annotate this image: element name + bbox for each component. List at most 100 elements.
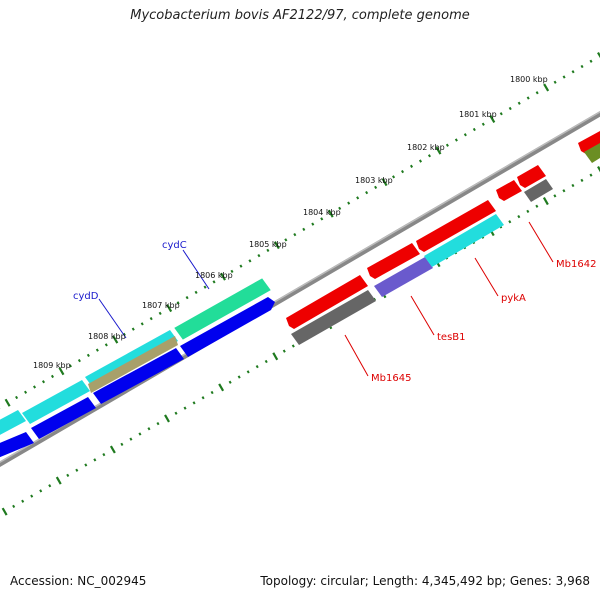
gene-arrow[interactable]: [31, 397, 96, 439]
minor-tick: [517, 214, 521, 219]
minor-tick: [517, 101, 521, 105]
gene-arrow[interactable]: [174, 278, 271, 340]
gene-arrow[interactable]: [524, 179, 553, 202]
minor-tick: [499, 112, 503, 116]
minor-tick: [33, 385, 37, 389]
minor-tick: [311, 222, 315, 226]
major-tick: [597, 51, 600, 59]
minor-tick: [86, 353, 90, 358]
gene-label-cydC[interactable]: cydC: [162, 240, 187, 251]
minor-tick: [427, 154, 431, 158]
major-tick: [109, 445, 116, 454]
minor-tick: [120, 442, 124, 446]
gene-arrow[interactable]: [424, 214, 504, 267]
minor-tick: [481, 122, 485, 126]
gene-arrow[interactable]: [517, 165, 546, 188]
minor-tick: [562, 75, 566, 79]
minor-tick: [320, 217, 324, 221]
minor-tick: [248, 259, 252, 263]
minor-tick: [257, 253, 261, 258]
minor-tick: [535, 91, 539, 95]
minor-tick: [553, 80, 557, 84]
major-tick: [435, 146, 442, 155]
minor-tick: [140, 322, 144, 326]
gene-label-tesB1[interactable]: tesB1: [437, 332, 466, 343]
minor-tick: [104, 343, 108, 347]
major-tick: [543, 83, 550, 92]
minor-tick: [589, 173, 593, 177]
minor-tick: [138, 432, 142, 436]
minor-tick: [210, 390, 214, 395]
minor-tick: [589, 59, 593, 63]
gene-arrow[interactable]: [22, 380, 90, 424]
minor-tick: [147, 427, 151, 431]
minor-tick: [356, 196, 360, 200]
gene-arrow[interactable]: [416, 200, 496, 252]
genome-backbone: [0, 110, 600, 468]
minor-tick: [176, 301, 180, 305]
minor-tick: [50, 374, 54, 379]
gene-arrow[interactable]: [291, 290, 376, 345]
minor-tick: [508, 220, 512, 224]
gene-arrow[interactable]: [93, 348, 184, 404]
scale-label: 1804 kbp: [303, 208, 341, 217]
scale-label: 1800 kbp: [510, 75, 548, 84]
minor-tick: [12, 504, 16, 509]
minor-tick: [392, 175, 396, 179]
minor-tick: [553, 194, 557, 198]
major-tick: [220, 272, 226, 281]
label-connector: [182, 249, 210, 290]
minor-tick: [580, 178, 584, 182]
map-title: Mycobacterium bovis AF2122/97, complete …: [130, 8, 470, 23]
major-tick: [164, 414, 170, 423]
minor-tick: [183, 406, 187, 410]
minor-tick: [562, 189, 566, 193]
gene-arrow[interactable]: [367, 243, 420, 279]
minor-tick: [347, 201, 351, 205]
minor-tick: [338, 206, 342, 210]
gene-arrow[interactable]: [0, 432, 34, 458]
gene-label-cydD[interactable]: cydD: [73, 291, 99, 302]
major-tick: [489, 115, 496, 124]
major-tick: [166, 304, 173, 313]
minor-tick: [237, 375, 241, 379]
gene-label-pykA[interactable]: pykA: [501, 293, 526, 304]
minor-tick: [131, 327, 135, 331]
minor-tick: [75, 468, 79, 472]
major-tick: [381, 178, 388, 187]
scale-label: 1801 kbp: [459, 110, 497, 119]
minor-tick: [571, 183, 575, 188]
gene-label-Mb1642[interactable]: Mb1642: [556, 259, 596, 270]
minor-tick: [203, 285, 207, 289]
minor-tick: [129, 437, 133, 441]
minor-tick: [93, 458, 97, 462]
major-tick: [327, 209, 334, 218]
gene-arrow[interactable]: [180, 297, 275, 357]
minor-tick: [15, 395, 19, 400]
minor-tick: [302, 227, 306, 231]
gene-arrow[interactable]: [286, 275, 368, 329]
minor-tick: [68, 364, 72, 368]
scale-label: 1802 kbp: [407, 143, 445, 152]
gene-arrow[interactable]: [374, 257, 433, 297]
minor-tick: [185, 296, 189, 300]
gene-arrow[interactable]: [88, 336, 178, 393]
gene-arrow[interactable]: [584, 143, 600, 163]
minor-tick: [149, 317, 153, 321]
major-tick: [112, 335, 119, 344]
minor-tick: [580, 64, 584, 69]
minor-tick: [24, 390, 28, 394]
minor-tick: [571, 70, 575, 74]
minor-tick: [156, 421, 160, 426]
label-connector: [410, 295, 435, 336]
scale-label: 1807 kbp: [142, 301, 180, 310]
minor-tick: [508, 106, 512, 111]
scale-label: 1803 kbp: [355, 176, 393, 185]
major-tick: [1, 507, 8, 516]
gene-arrow[interactable]: [0, 410, 26, 436]
gene-label-Mb1645[interactable]: Mb1645: [371, 373, 411, 384]
genome-summary-text: Topology: circular; Length: 4,345,492 bp…: [260, 574, 590, 588]
label-connector: [344, 334, 369, 377]
gene-arrow[interactable]: [496, 180, 522, 201]
